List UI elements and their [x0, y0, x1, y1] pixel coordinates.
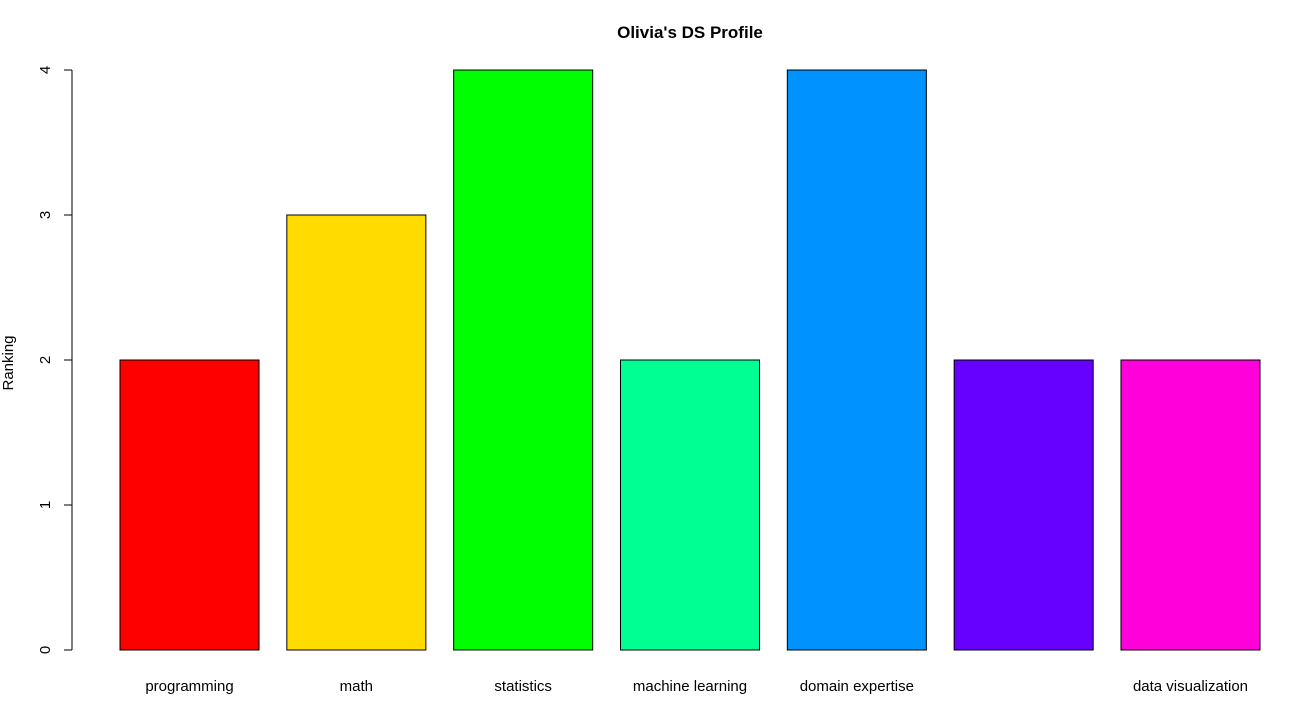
category-labels: programming math statistics machine learnin… — [145, 678, 1248, 695]
category-label: domain expertise — [800, 678, 914, 695]
bars — [119, 69, 1261, 651]
bar — [119, 359, 260, 651]
category-label: machine learning — [633, 678, 747, 695]
bar — [453, 69, 594, 651]
category-label: statistics — [494, 678, 552, 695]
category-label: data visualization — [1133, 678, 1248, 695]
y-tick-label: 2 — [37, 356, 54, 364]
y-axis-label: Ranking — [0, 335, 17, 390]
bar — [786, 69, 927, 651]
y-tick-label: 1 — [37, 501, 54, 509]
bar — [286, 214, 427, 651]
bar — [619, 359, 761, 651]
bar — [1120, 359, 1261, 651]
category-label: programming — [145, 678, 233, 695]
y-ticks: 0 1 2 3 4 — [37, 66, 72, 654]
bar — [953, 359, 1094, 651]
y-tick-label: 4 — [37, 66, 54, 74]
y-tick-label: 3 — [37, 211, 54, 219]
category-label: math — [340, 678, 373, 695]
chart-title: Olivia's DS Profile — [617, 23, 763, 42]
y-tick-label: 0 — [37, 646, 54, 654]
